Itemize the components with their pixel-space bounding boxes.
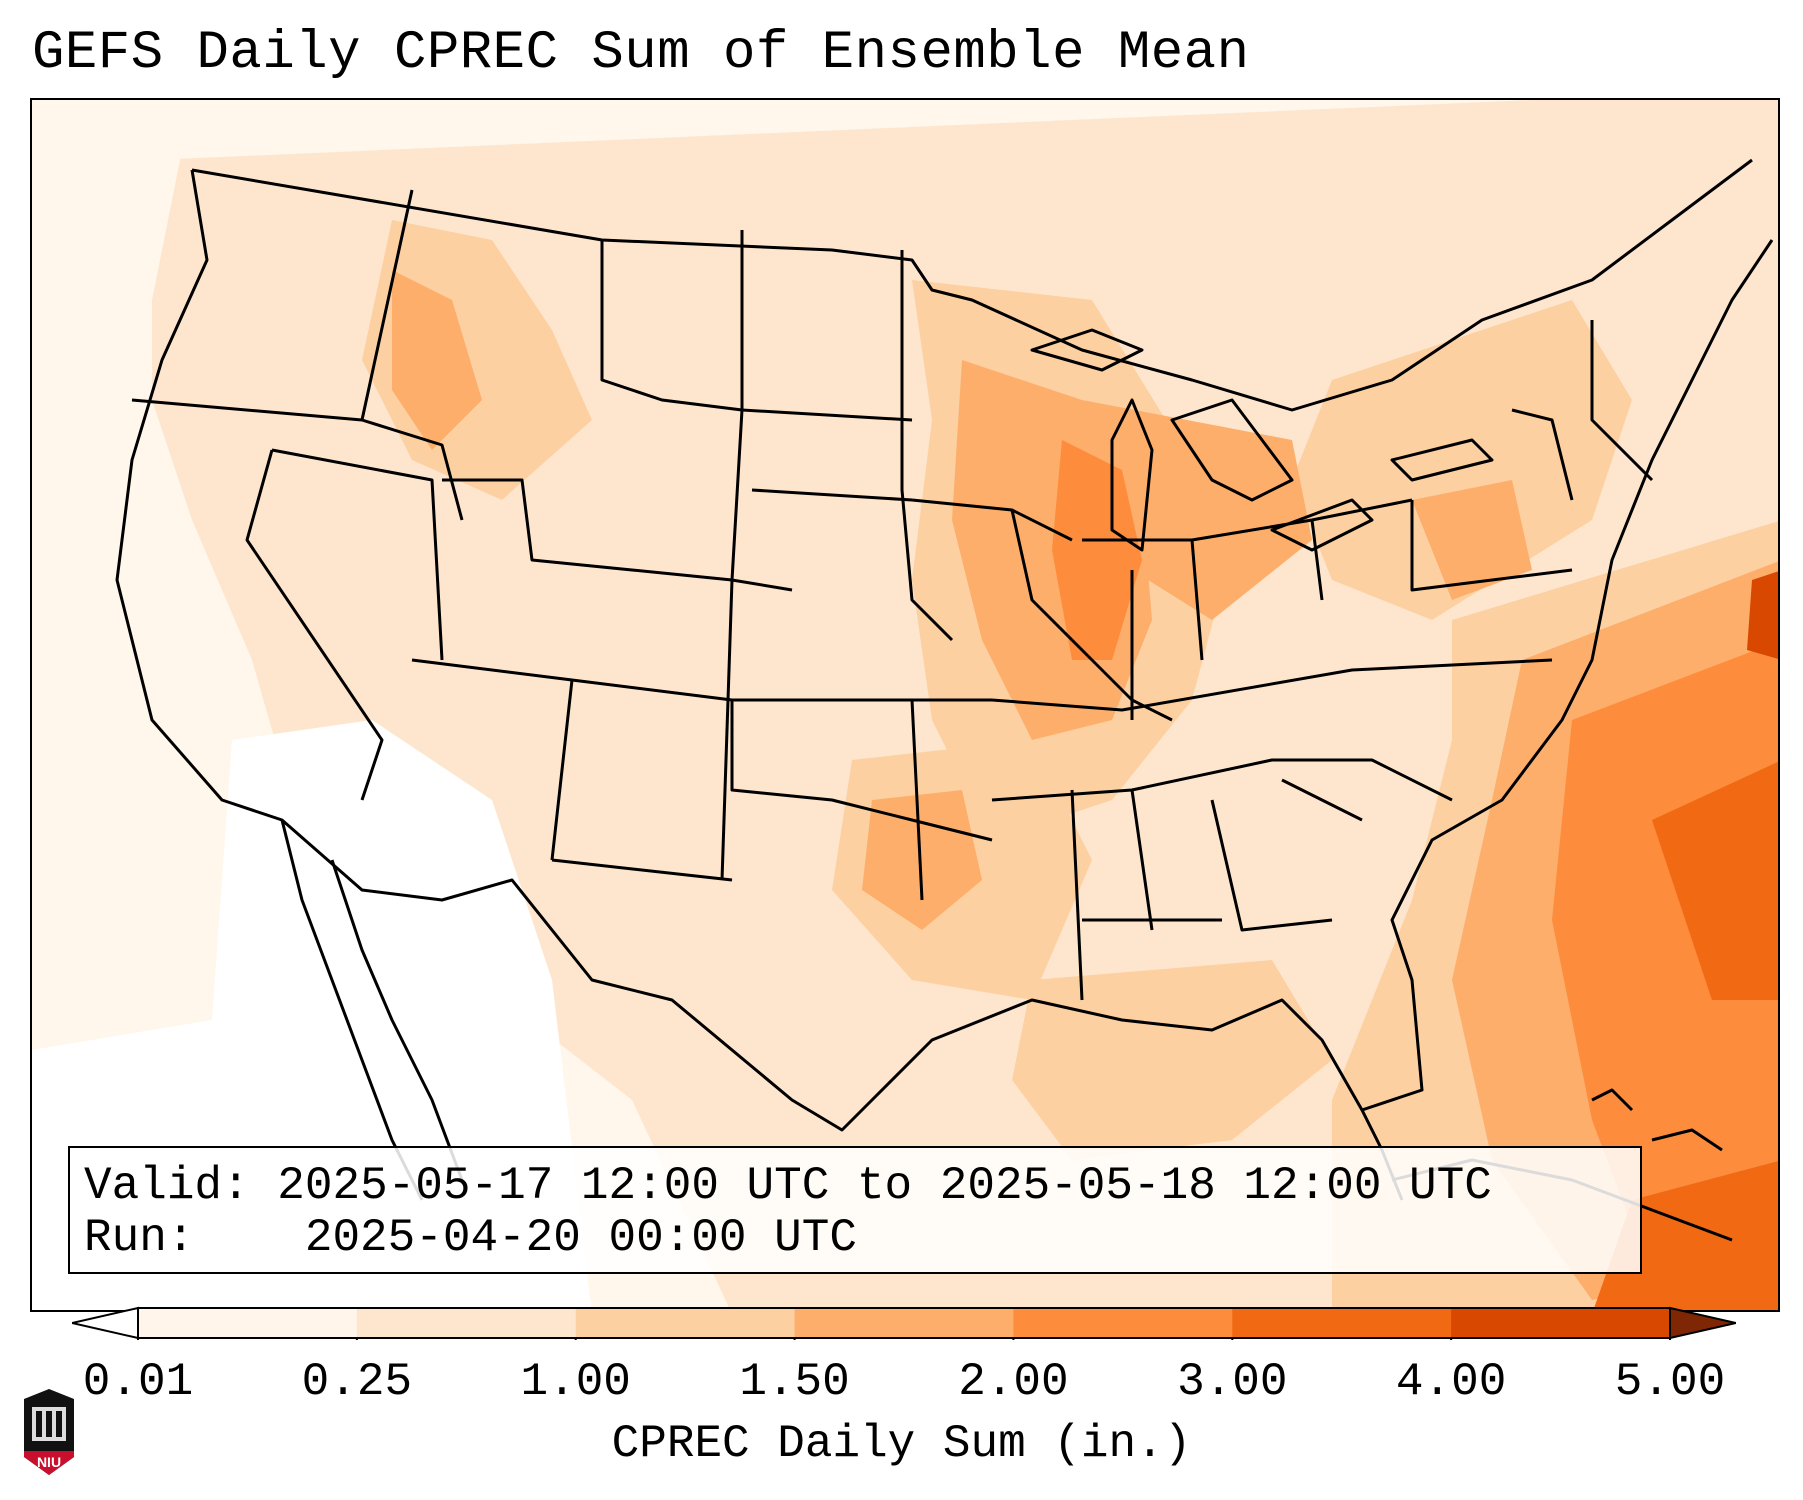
- colorbar-tick-label: 4.00: [1395, 1356, 1507, 1408]
- colorbar-tick-label: 1.50: [739, 1356, 850, 1408]
- colorbar-frame: [137, 1307, 1671, 1339]
- precipitation-field: [32, 100, 1778, 1310]
- colorbar-segment: [356, 1308, 577, 1338]
- valid-value: 2025-05-17 12:00 UTC to 2025-05-18 12:00…: [277, 1160, 1492, 1212]
- valid-line: Valid: 2025-05-17 12:00 UTC to 2025-05-1…: [84, 1160, 1626, 1212]
- colorbar-segment: [138, 1308, 358, 1338]
- run-label: Run:: [84, 1212, 195, 1264]
- colorbar-under-arrow: [72, 1306, 139, 1340]
- colorbar: [72, 1306, 1736, 1340]
- colorbar-segment: [794, 1308, 1014, 1338]
- run-line: Run: 2025-04-20 00:00 UTC: [84, 1212, 1626, 1264]
- niu-logo-icon: NIU: [24, 1389, 74, 1475]
- colorbar-segment: [1232, 1308, 1452, 1338]
- colorbar-segment: [575, 1308, 796, 1338]
- colorbar-tick-label: 1.00: [520, 1356, 631, 1408]
- map-title: GEFS Daily CPREC Sum of Ensemble Mean: [32, 23, 1250, 84]
- colorbar-tick-label: 5.00: [1614, 1356, 1726, 1408]
- colorbar-segment: [1013, 1308, 1233, 1338]
- colorbar-tick-label: 2.00: [958, 1356, 1069, 1408]
- valid-run-box: Valid: 2025-05-17 12:00 UTC to 2025-05-1…: [68, 1146, 1642, 1274]
- colorbar-over-arrow: [1669, 1306, 1736, 1340]
- logo-text: NIU: [37, 1454, 61, 1470]
- colorbar-tick-label: 0.01: [82, 1356, 194, 1408]
- colorbar-tick-label: 3.00: [1177, 1356, 1288, 1408]
- colorbar-segment: [1451, 1308, 1671, 1338]
- colorbar-tick-label: 0.25: [301, 1356, 413, 1408]
- colorbar-label: CPREC Daily Sum (in.): [611, 1418, 1192, 1470]
- run-value: 2025-04-20 00:00 UTC: [304, 1212, 857, 1264]
- valid-label: Valid:: [84, 1160, 250, 1212]
- precipitation-map: Valid: 2025-05-17 12:00 UTC to 2025-05-1…: [30, 98, 1780, 1312]
